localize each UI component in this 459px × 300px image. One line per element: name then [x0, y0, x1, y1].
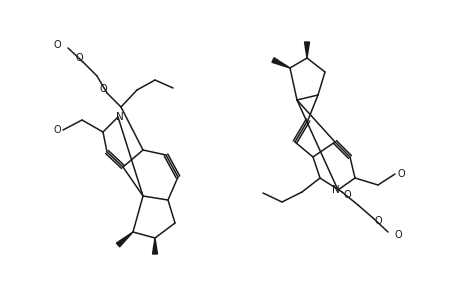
Text: N: N [116, 112, 123, 122]
Text: O: O [75, 53, 83, 63]
Text: N: N [331, 185, 339, 195]
Polygon shape [152, 238, 157, 254]
Text: O: O [342, 190, 350, 200]
Text: O: O [393, 230, 401, 240]
Text: O: O [53, 40, 61, 50]
Text: O: O [99, 84, 106, 94]
Text: O: O [373, 216, 381, 226]
Text: O: O [53, 125, 61, 135]
Text: O: O [396, 169, 404, 179]
Polygon shape [116, 232, 133, 247]
Polygon shape [271, 58, 289, 68]
Polygon shape [304, 42, 309, 58]
